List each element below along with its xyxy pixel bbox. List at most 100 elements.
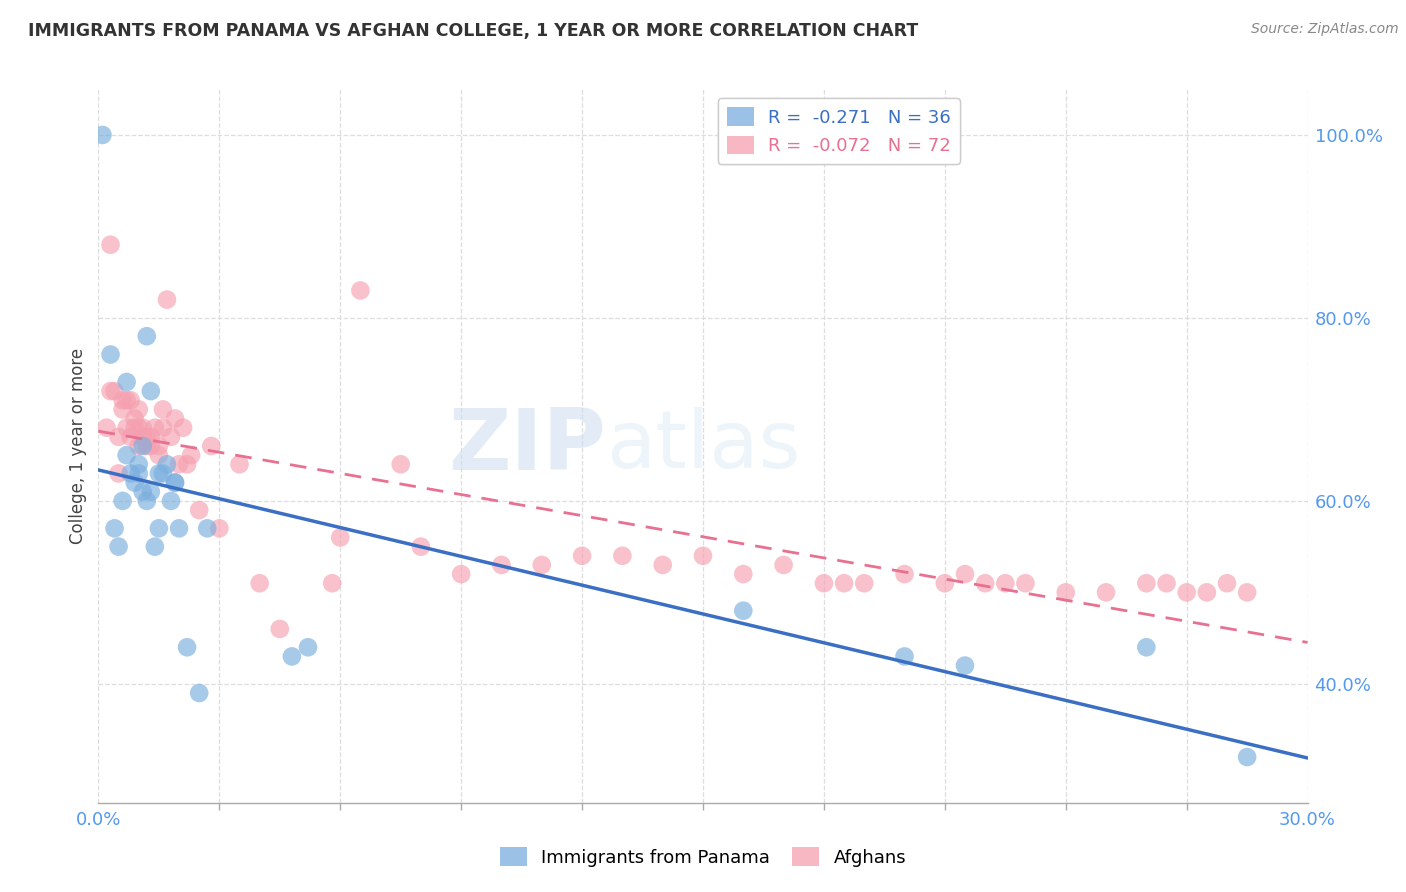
Point	[167, 521, 190, 535]
Point	[115, 375, 138, 389]
Point	[1195, 585, 1218, 599]
Point	[1236, 750, 1258, 764]
Point	[160, 430, 183, 444]
Point	[1054, 585, 1077, 599]
Point	[103, 384, 125, 398]
Point	[813, 576, 835, 591]
Point	[188, 686, 211, 700]
Point	[1236, 585, 1258, 599]
Point	[692, 549, 714, 563]
Point	[1175, 585, 1198, 599]
Point	[128, 458, 150, 472]
Point	[172, 420, 194, 434]
Point	[176, 458, 198, 472]
Text: atlas: atlas	[606, 407, 800, 485]
Point	[111, 393, 134, 408]
Point	[152, 402, 174, 417]
Point	[1135, 640, 1157, 655]
Point	[111, 494, 134, 508]
Point	[228, 458, 250, 472]
Point	[152, 420, 174, 434]
Point	[163, 475, 186, 490]
Point	[128, 420, 150, 434]
Point	[953, 567, 976, 582]
Legend: Immigrants from Panama, Afghans: Immigrants from Panama, Afghans	[492, 840, 914, 874]
Point	[120, 430, 142, 444]
Point	[139, 439, 162, 453]
Point	[176, 640, 198, 655]
Point	[148, 521, 170, 535]
Point	[115, 448, 138, 462]
Point	[160, 494, 183, 508]
Point	[135, 329, 157, 343]
Point	[143, 420, 166, 434]
Point	[128, 439, 150, 453]
Point	[853, 576, 876, 591]
Point	[188, 503, 211, 517]
Point	[953, 658, 976, 673]
Point	[1014, 576, 1036, 591]
Point	[139, 384, 162, 398]
Point	[163, 411, 186, 425]
Point	[100, 237, 122, 252]
Point	[107, 540, 129, 554]
Point	[103, 521, 125, 535]
Point	[111, 402, 134, 417]
Point	[934, 576, 956, 591]
Point	[107, 430, 129, 444]
Point	[115, 393, 138, 408]
Point	[143, 540, 166, 554]
Point	[180, 448, 202, 462]
Point	[163, 475, 186, 490]
Point	[349, 284, 371, 298]
Point	[135, 430, 157, 444]
Point	[132, 430, 155, 444]
Point	[281, 649, 304, 664]
Point	[128, 467, 150, 481]
Point	[124, 475, 146, 490]
Point	[651, 558, 673, 572]
Point	[1156, 576, 1178, 591]
Point	[132, 420, 155, 434]
Point	[491, 558, 513, 572]
Point	[100, 384, 122, 398]
Point	[1135, 576, 1157, 591]
Point	[120, 467, 142, 481]
Text: IMMIGRANTS FROM PANAMA VS AFGHAN COLLEGE, 1 YEAR OR MORE CORRELATION CHART: IMMIGRANTS FROM PANAMA VS AFGHAN COLLEGE…	[28, 22, 918, 40]
Point	[450, 567, 472, 582]
Point	[832, 576, 855, 591]
Point	[409, 540, 432, 554]
Point	[124, 411, 146, 425]
Point	[96, 420, 118, 434]
Point	[152, 467, 174, 481]
Point	[249, 576, 271, 591]
Point	[148, 448, 170, 462]
Point	[893, 649, 915, 664]
Point	[91, 128, 114, 142]
Point	[156, 293, 179, 307]
Point	[1216, 576, 1239, 591]
Point	[733, 604, 755, 618]
Point	[148, 467, 170, 481]
Point	[208, 521, 231, 535]
Point	[128, 402, 150, 417]
Point	[994, 576, 1017, 591]
Y-axis label: College, 1 year or more: College, 1 year or more	[69, 348, 87, 544]
Point	[107, 467, 129, 481]
Point	[139, 484, 162, 499]
Point	[1095, 585, 1118, 599]
Point	[389, 458, 412, 472]
Point	[195, 521, 218, 535]
Point	[733, 567, 755, 582]
Point	[974, 576, 997, 591]
Point	[329, 531, 352, 545]
Point	[297, 640, 319, 655]
Point	[321, 576, 343, 591]
Point	[571, 549, 593, 563]
Point	[612, 549, 634, 563]
Point	[200, 439, 222, 453]
Point	[269, 622, 291, 636]
Point	[156, 458, 179, 472]
Point	[139, 430, 162, 444]
Point	[115, 420, 138, 434]
